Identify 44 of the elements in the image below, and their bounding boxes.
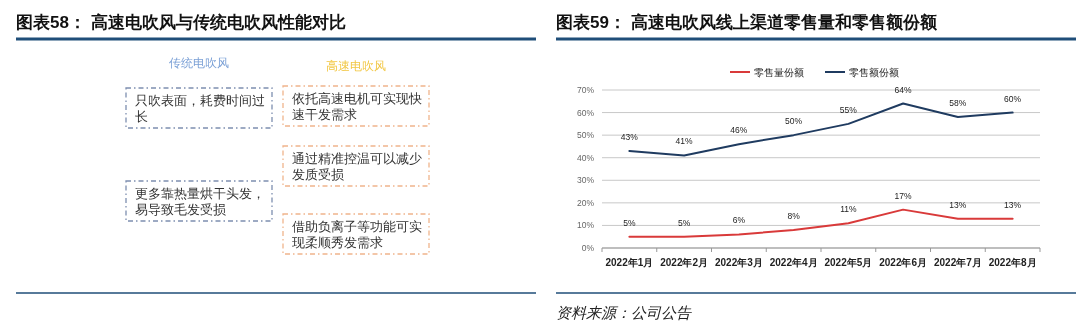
data-label: 55% bbox=[839, 104, 858, 115]
y-tick-label: 10% bbox=[576, 220, 595, 231]
data-label: 58% bbox=[949, 98, 967, 109]
x-tick-label: 2022年3月 bbox=[714, 257, 763, 268]
text: 高速电吹风 bbox=[326, 59, 386, 73]
text: 资料来源：公司公告 bbox=[556, 304, 692, 321]
data-label: 5% bbox=[623, 217, 636, 228]
y-tick-label: 50% bbox=[576, 130, 595, 141]
legend-label: 零售量份额 bbox=[754, 67, 804, 78]
chart-title: 图表59： 高速电吹风线上渠道零售量和零售额份额 bbox=[556, 13, 938, 32]
y-tick-label: 40% bbox=[576, 152, 595, 163]
data-label: 64% bbox=[894, 84, 913, 95]
text: 通过精准控温可以减少发质受损 bbox=[292, 152, 422, 183]
y-tick-label: 20% bbox=[576, 197, 595, 208]
data-label: 11% bbox=[840, 204, 857, 215]
text: 依托高速电机可实现快速干发需求 bbox=[292, 91, 422, 123]
text: 只吹表面，耗费时间过长 bbox=[135, 94, 265, 125]
data-label: 13% bbox=[1004, 199, 1022, 210]
x-tick-label: 2022年2月 bbox=[660, 257, 709, 268]
data-label: 5% bbox=[677, 217, 691, 228]
y-tick-label: 70% bbox=[576, 85, 595, 95]
x-tick-label: 2022年8月 bbox=[988, 257, 1037, 268]
x-tick-label: 2022年6月 bbox=[879, 257, 928, 268]
y-tick-label: 30% bbox=[576, 175, 595, 186]
data-label: 13% bbox=[949, 199, 967, 210]
text: 传统电吹风 bbox=[169, 56, 229, 70]
data-label: 41% bbox=[675, 136, 694, 147]
data-label: 43% bbox=[620, 131, 639, 142]
y-tick-label: 60% bbox=[576, 107, 595, 118]
data-label: 8% bbox=[787, 210, 801, 221]
data-label: 46% bbox=[730, 125, 748, 136]
data-label: 6% bbox=[732, 215, 746, 226]
x-tick-label: 2022年7月 bbox=[933, 257, 982, 268]
data-label: 17% bbox=[894, 190, 913, 201]
data-label: 50% bbox=[785, 116, 803, 127]
data-label: 60% bbox=[1004, 93, 1022, 104]
x-tick-label: 2022年5月 bbox=[824, 257, 873, 268]
text: 借助负离子等功能可实现柔顺秀发需求 bbox=[292, 219, 422, 251]
text: 更多靠热量烘干头发，易导致毛发受损 bbox=[135, 187, 265, 218]
text: 图表58： 高速电吹风与传统电吹风性能对比 bbox=[16, 13, 346, 32]
x-tick-label: 2022年1月 bbox=[605, 257, 654, 268]
y-tick-label: 0% bbox=[581, 243, 595, 253]
x-tick-label: 2022年4月 bbox=[769, 257, 818, 268]
legend-label: 零售额份额 bbox=[849, 67, 899, 78]
